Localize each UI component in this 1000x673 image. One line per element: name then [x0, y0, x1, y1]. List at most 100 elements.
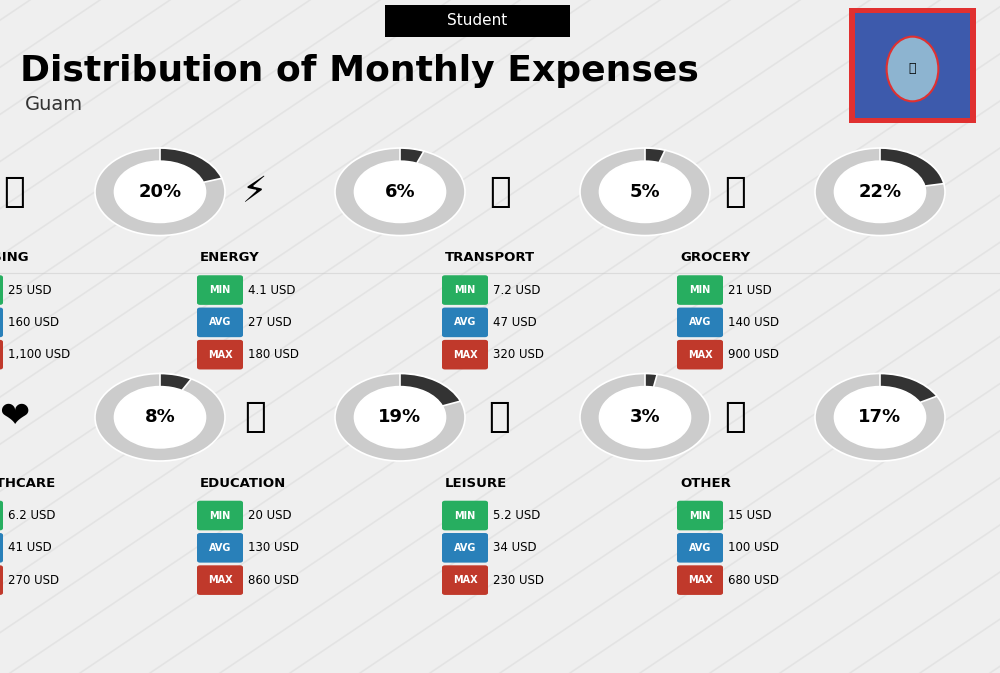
FancyBboxPatch shape [197, 533, 243, 563]
FancyBboxPatch shape [385, 5, 570, 37]
Text: MIN: MIN [454, 511, 476, 520]
FancyBboxPatch shape [442, 565, 488, 595]
Text: Student: Student [447, 13, 508, 28]
Wedge shape [95, 374, 225, 461]
Text: 22%: 22% [858, 183, 902, 201]
Text: 230 USD: 230 USD [493, 573, 544, 587]
FancyBboxPatch shape [0, 565, 3, 595]
Text: 41 USD: 41 USD [8, 541, 52, 555]
Text: 19%: 19% [378, 409, 422, 426]
Text: TRANSPORT: TRANSPORT [445, 251, 535, 264]
Text: ⚡: ⚡ [242, 175, 268, 209]
FancyBboxPatch shape [0, 308, 3, 337]
FancyBboxPatch shape [197, 340, 243, 369]
Text: AVG: AVG [689, 318, 711, 327]
Text: ENERGY: ENERGY [200, 251, 260, 264]
Wedge shape [815, 148, 945, 236]
Text: 20%: 20% [138, 183, 182, 201]
Text: 6%: 6% [385, 183, 415, 201]
Wedge shape [580, 148, 710, 236]
Text: MIN: MIN [209, 511, 231, 520]
Circle shape [600, 162, 690, 223]
Text: 🛒: 🛒 [724, 175, 746, 209]
Text: 💰: 💰 [724, 400, 746, 434]
Wedge shape [335, 148, 465, 236]
Text: 15 USD: 15 USD [728, 509, 772, 522]
FancyBboxPatch shape [0, 533, 3, 563]
Text: 🏗️: 🏗️ [4, 175, 26, 209]
Circle shape [600, 386, 690, 448]
Text: 🌴: 🌴 [909, 63, 916, 75]
Text: MAX: MAX [453, 350, 477, 359]
FancyBboxPatch shape [442, 533, 488, 563]
Text: EDUCATION: EDUCATION [200, 476, 286, 490]
Text: 47 USD: 47 USD [493, 316, 537, 329]
FancyBboxPatch shape [677, 308, 723, 337]
Text: Guam: Guam [25, 95, 83, 114]
Text: AVG: AVG [689, 543, 711, 553]
Text: 1,100 USD: 1,100 USD [8, 348, 70, 361]
FancyBboxPatch shape [677, 565, 723, 595]
Text: MAX: MAX [208, 575, 232, 585]
Text: AVG: AVG [209, 543, 231, 553]
FancyBboxPatch shape [677, 533, 723, 563]
Ellipse shape [887, 36, 938, 102]
FancyBboxPatch shape [0, 501, 3, 530]
Text: MAX: MAX [688, 575, 712, 585]
Wedge shape [815, 374, 945, 461]
Wedge shape [580, 374, 710, 461]
Text: 17%: 17% [858, 409, 902, 426]
Text: MIN: MIN [689, 285, 711, 295]
Text: 🛍️: 🛍️ [489, 400, 511, 434]
FancyBboxPatch shape [849, 8, 976, 123]
FancyBboxPatch shape [0, 275, 3, 305]
Text: Distribution of Monthly Expenses: Distribution of Monthly Expenses [20, 54, 699, 87]
Text: 270 USD: 270 USD [8, 573, 59, 587]
Text: HOUSING: HOUSING [0, 251, 30, 264]
Text: MAX: MAX [688, 350, 712, 359]
Circle shape [834, 386, 926, 448]
FancyBboxPatch shape [0, 340, 3, 369]
FancyBboxPatch shape [677, 340, 723, 369]
Text: 34 USD: 34 USD [493, 541, 537, 555]
FancyBboxPatch shape [677, 501, 723, 530]
FancyBboxPatch shape [197, 565, 243, 595]
Text: 5.2 USD: 5.2 USD [493, 509, 540, 522]
FancyBboxPatch shape [197, 308, 243, 337]
Text: OTHER: OTHER [680, 476, 731, 490]
Text: 900 USD: 900 USD [728, 348, 779, 361]
FancyBboxPatch shape [442, 308, 488, 337]
Text: 140 USD: 140 USD [728, 316, 779, 329]
Wedge shape [880, 374, 937, 402]
Text: GROCERY: GROCERY [680, 251, 750, 264]
Text: 6.2 USD: 6.2 USD [8, 509, 55, 522]
Text: MIN: MIN [454, 285, 476, 295]
Text: 160 USD: 160 USD [8, 316, 59, 329]
FancyBboxPatch shape [197, 501, 243, 530]
Text: 180 USD: 180 USD [248, 348, 299, 361]
Text: ❤️: ❤️ [0, 400, 30, 434]
Circle shape [114, 162, 206, 223]
FancyBboxPatch shape [197, 275, 243, 305]
Text: 🎓: 🎓 [244, 400, 266, 434]
Text: 860 USD: 860 USD [248, 573, 299, 587]
Text: AVG: AVG [454, 543, 476, 553]
Text: MIN: MIN [689, 511, 711, 520]
FancyBboxPatch shape [442, 340, 488, 369]
Text: 3%: 3% [630, 409, 660, 426]
Text: MIN: MIN [209, 285, 231, 295]
Wedge shape [160, 374, 191, 390]
Text: 25 USD: 25 USD [8, 283, 52, 297]
Text: 7.2 USD: 7.2 USD [493, 283, 540, 297]
Text: 5%: 5% [630, 183, 660, 201]
FancyBboxPatch shape [442, 275, 488, 305]
Text: 🚌: 🚌 [489, 175, 511, 209]
Wedge shape [400, 374, 460, 406]
FancyBboxPatch shape [855, 13, 970, 118]
Text: 680 USD: 680 USD [728, 573, 779, 587]
Text: 8%: 8% [145, 409, 175, 426]
Wedge shape [880, 148, 944, 186]
FancyBboxPatch shape [677, 275, 723, 305]
Text: 100 USD: 100 USD [728, 541, 779, 555]
Text: 4.1 USD: 4.1 USD [248, 283, 296, 297]
